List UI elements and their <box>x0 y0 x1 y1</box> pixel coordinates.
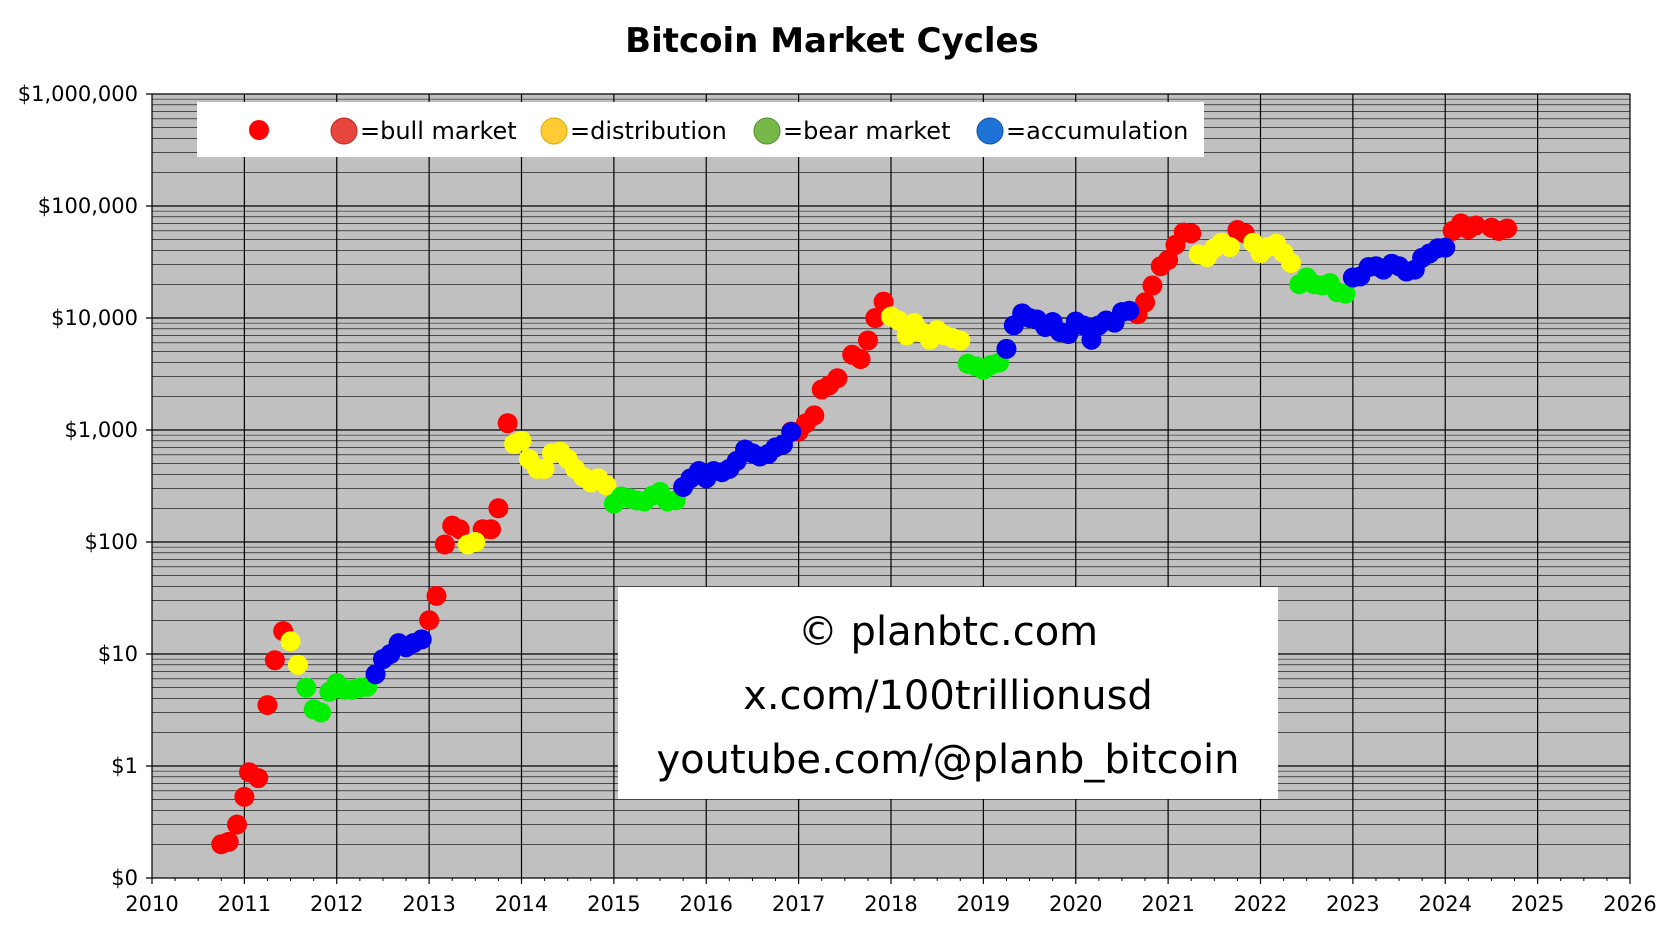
data-points <box>211 213 1518 855</box>
data-point-distribution <box>287 654 308 675</box>
data-point-bear <box>296 677 317 698</box>
x-tick-label: 2024 <box>1419 892 1472 916</box>
legend-label-bull-market: =bull market <box>360 117 517 145</box>
x-tick-label: 2026 <box>1603 892 1656 916</box>
chart-title: Bitcoin Market Cycles <box>625 21 1039 61</box>
x-tick-label: 2018 <box>864 892 917 916</box>
data-point-distribution <box>888 310 909 331</box>
legend-label-distribution: =distribution <box>570 117 727 145</box>
data-point-distribution <box>280 631 301 652</box>
data-point-bear <box>1335 283 1356 304</box>
bear-market-emoji-icon <box>753 117 781 145</box>
x-tick-label: 2022 <box>1234 892 1287 916</box>
data-point-distribution <box>1280 252 1301 273</box>
y-tick-label: $1,000,000 <box>18 82 138 106</box>
x-tick-label: 2012 <box>310 892 363 916</box>
data-point-bull <box>488 498 509 519</box>
data-point-bull <box>434 534 455 555</box>
x-tick-label: 2014 <box>495 892 548 916</box>
x-tick-label: 2016 <box>680 892 733 916</box>
legend-label-bear-market: =bear market <box>783 117 950 145</box>
data-point-bull <box>873 291 894 312</box>
data-point-accumulation <box>1435 237 1456 258</box>
data-point-distribution <box>1220 237 1241 258</box>
x-tick-label: 2011 <box>218 892 271 916</box>
data-point-bull <box>481 519 502 540</box>
credits-box: © planbtc.com x.com/100trillionusd youtu… <box>618 587 1278 799</box>
x-tick-label: 2017 <box>772 892 825 916</box>
x-tick-label: 2023 <box>1326 892 1379 916</box>
major-gridlines <box>146 93 1631 884</box>
data-point-bull <box>1158 249 1179 270</box>
data-point-distribution <box>465 532 486 552</box>
x-tick-label: 2025 <box>1511 892 1564 916</box>
bull-market-emoji-icon <box>330 117 358 145</box>
data-point-bull <box>449 519 470 540</box>
data-point-bull <box>857 330 878 351</box>
data-point-bull <box>1497 218 1518 239</box>
data-point-distribution <box>950 330 971 351</box>
x-tick-label: 2020 <box>1049 892 1102 916</box>
credits-background <box>618 587 1278 799</box>
data-point-distribution <box>534 458 555 479</box>
y-tick-label: $10,000 <box>51 306 138 330</box>
data-point-bull <box>1465 215 1486 236</box>
data-point-bull <box>1181 223 1202 244</box>
data-point-accumulation <box>781 421 802 442</box>
x-axis-ticks: 2010 2011 2012 2013 2014 2015 2016 2017 2018 2019… <box>125 892 1656 916</box>
data-point-bear <box>311 702 332 723</box>
y-tick-label: $1 <box>111 754 138 778</box>
data-point-bull <box>226 814 247 835</box>
data-point-bull <box>827 368 848 389</box>
legend-label-accumulation: =accumulation <box>1006 117 1188 145</box>
data-point-bull <box>850 349 871 370</box>
data-point-bull <box>218 831 239 852</box>
data-point-bull <box>804 405 825 426</box>
y-tick-label: $100,000 <box>38 194 138 218</box>
legend-item-bull-market: =bull market <box>330 117 517 145</box>
legend-dot-marker <box>249 120 269 140</box>
y-tick-label: $10 <box>98 642 138 666</box>
data-point-distribution <box>511 430 532 451</box>
data-point-bull <box>248 768 269 789</box>
y-tick-label: $0 <box>111 866 138 890</box>
data-point-accumulation <box>996 338 1017 359</box>
data-point-accumulation <box>411 629 432 650</box>
legend: =bull market =distribution =bear market … <box>197 102 1204 157</box>
data-point-bull <box>264 650 285 671</box>
data-point-bull <box>426 585 447 606</box>
data-point-accumulation <box>1119 300 1140 321</box>
data-point-accumulation <box>365 664 386 685</box>
x-tick-label: 2010 <box>125 892 178 916</box>
x-tick-label: 2015 <box>587 892 640 916</box>
legend-item-distribution: =distribution <box>540 117 727 145</box>
data-point-bull <box>419 610 440 631</box>
legend-item-accumulation: =accumulation <box>976 117 1188 145</box>
credit-youtube-handle: youtube.com/@planb_bitcoin <box>656 737 1239 783</box>
legend-box <box>197 102 1204 157</box>
data-point-bull <box>234 786 255 807</box>
data-point-bull <box>865 308 886 328</box>
y-tick-label: $100 <box>85 530 138 554</box>
x-tick-label: 2013 <box>402 892 455 916</box>
accumulation-emoji-icon <box>976 117 1004 145</box>
distribution-emoji-icon <box>540 117 568 145</box>
x-tick-label: 2021 <box>1141 892 1194 916</box>
x-tick-label: 2019 <box>957 892 1010 916</box>
data-point-bull <box>1142 275 1163 296</box>
data-point-bull <box>1135 292 1156 313</box>
credit-copyright: © planbtc.com <box>798 609 1098 655</box>
data-point-bull <box>497 413 518 434</box>
data-point-bull <box>257 695 278 716</box>
y-axis-ticks: $0 $1 $10 $100 $1,000 $10,000 $100,000 $1,000,0… <box>18 82 138 890</box>
credit-x-handle: x.com/100trillionusd <box>743 673 1153 719</box>
data-point-distribution <box>596 475 617 496</box>
legend-item-bear-market: =bear market <box>753 117 950 145</box>
y-tick-label: $1,000 <box>65 418 138 442</box>
